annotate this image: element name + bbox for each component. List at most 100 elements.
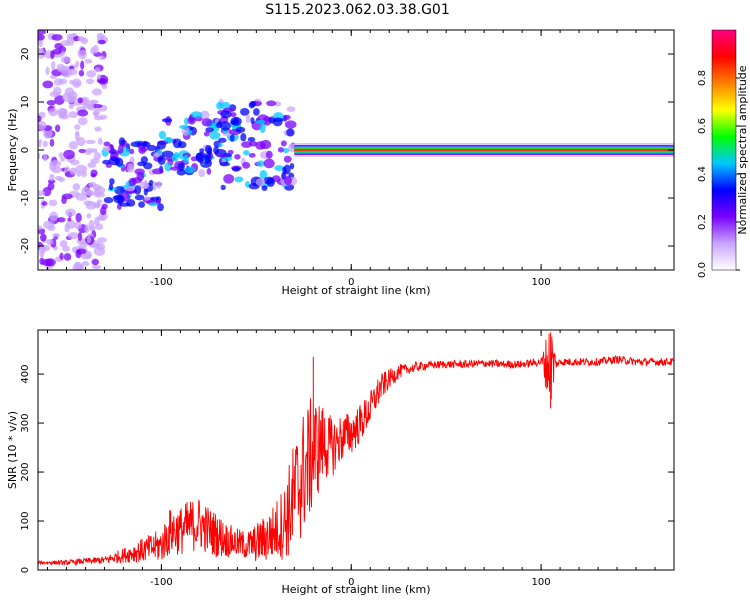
spectrogram-blob [280,140,287,147]
spectrogram-blob [204,144,212,154]
colorbar-tick-label: 0.6 [697,118,708,134]
spectrogram-blob [263,158,275,169]
spectrogram-blob [245,114,251,123]
spectrogram-blob [91,258,100,266]
colorbar-tick-label: 0.0 [697,262,708,278]
spectrogram-blob [84,224,90,234]
spectrogram-blob [179,124,188,129]
snr-ticks: -100 0 100 0 100 200 300 400 [20,330,675,588]
spectrogram-blob [266,100,277,107]
spectrogram-blob [169,166,181,171]
spectrogram-blob [39,233,47,242]
snr-ytick-label: 300 [20,414,31,433]
spectrogram-blob [54,42,64,50]
spectrogram-blob [203,131,210,137]
spectrogram-blob [198,169,206,177]
spectrogram-blob [67,232,79,240]
spectrogram-blob [250,117,255,125]
spectrogram-blob [216,101,224,110]
spectrogram-blob [241,141,252,148]
spectrogram-blob [86,213,92,219]
spectrogram-image [38,30,674,270]
spectrogram-blob [157,149,163,155]
spectrogram-blob [206,150,212,160]
spectrogram-blob [49,138,55,147]
spectrogram-blob [86,235,92,244]
snr-line [38,333,674,567]
spectrogram-blob [99,55,106,61]
colorbar-ticks: 0.0 0.2 0.4 0.6 0.8 [697,70,740,278]
spectrogram-y-label: Frequency (Hz) [6,109,19,192]
spectrogram-blob [157,203,164,212]
spectrogram-blob [92,44,99,54]
spectrogram-blob [46,100,56,106]
spectrogram-blob [67,217,72,222]
spectrogram-blob [144,196,151,201]
spectrogram-blob [184,117,189,126]
spectrogram-blob [93,107,100,118]
spectrogram-blob [41,201,48,206]
spectrogram-blob [161,150,174,158]
spectrogram-blob [84,150,92,155]
spectrogram-blob [206,167,212,175]
snr-panel: -100 0 100 0 100 200 300 400 Height of straight… [6,329,675,596]
spectrogram-blob [283,114,291,120]
spectrogram-blob [219,153,227,158]
spectrogram-blob [85,139,96,144]
spectrogram-blob [218,137,227,143]
spectrogram-blob [152,181,157,191]
spectrogram-blob [91,148,98,153]
spectrogram-blob [43,220,55,230]
spectrogram-blob [128,177,137,187]
spectrogram-blob [289,162,295,170]
snr-xtick-label: 100 [532,577,551,588]
spectrogram-blob [90,158,100,164]
spectrogram-blob [86,103,95,110]
spectrogram-blob [54,124,61,133]
spectrogram-blob [49,173,55,181]
spectrogram-blob [73,221,82,230]
spectrogram-blob [69,167,77,175]
spectrogram-blob [56,63,66,73]
spectrogram-blob [38,34,45,41]
spectrogram-blob [86,70,97,78]
spectrogram-blob [284,176,292,186]
spectrogram-blob [288,143,297,153]
spectrogram-blob [38,190,46,196]
snr-y-label: SNR (10 * v/v) [6,411,19,489]
spectrogram-blob [55,175,63,181]
spectrogram-blob [286,128,295,137]
spectrogram-blob [114,185,125,195]
snr-ytick-label: 400 [20,365,31,384]
spectrogram-blob [52,48,62,55]
spectrogram-blob [272,117,284,123]
spectrogram-blob [184,166,196,174]
spectrogram-blob [77,231,83,242]
spectrogram-blob [68,140,78,150]
spectrogram-blob [263,176,275,185]
spectrogram-blob [49,160,62,168]
spectrogram-blob [171,153,179,162]
spectrogram-blob [195,152,204,163]
spectrogram-blob [248,152,256,158]
spectrogram-blob [42,80,54,89]
spectrogram-blob [91,103,103,109]
spectrogram-blob [256,160,265,167]
spectrogram-blob [47,179,56,184]
spectrogram-blob [229,134,235,142]
spectrogram-blob [118,137,126,147]
colorbar-tick-label: 0.8 [697,70,708,86]
spectrogram-blob [172,138,182,149]
spectrogram-blob [41,258,53,267]
spectrogram-blob [75,212,82,223]
spectrogram-blob [90,173,97,178]
spectrogram-blob [158,130,167,140]
chart-title: S115.2023.062.03.38.G01 [265,2,450,18]
spectrogram-blob [126,163,135,173]
spectrogram-blob [253,108,260,116]
spectrogram-blob [46,238,54,246]
spectrogram-blob [85,78,95,85]
spectrogram-blob [82,104,87,110]
spectrogram-blob [38,120,47,131]
